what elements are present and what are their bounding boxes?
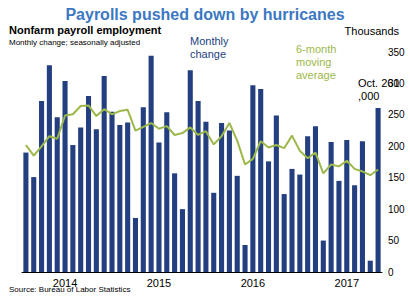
svg-text:250: 250 (388, 109, 405, 120)
svg-text:,000: ,000 (358, 90, 379, 102)
svg-text:50: 50 (388, 235, 400, 246)
svg-text:change: change (190, 48, 226, 60)
svg-text:2014: 2014 (52, 276, 78, 289)
svg-text:average: average (296, 69, 336, 81)
svg-text:moving: moving (296, 56, 335, 68)
svg-text:2017: 2017 (335, 277, 359, 289)
svg-text:6-month: 6-month (296, 43, 339, 55)
svg-text:Source: Bureau of Labor Statis: Source: Bureau of Labor Statistics (9, 285, 130, 294)
svg-text:200: 200 (388, 141, 405, 152)
svg-text:Payrolls pushed down by hurric: Payrolls pushed down by hurricanes (65, 6, 344, 23)
svg-text:Monthly change; seasonally adj: Monthly change; seasonally adjusted (9, 38, 140, 47)
svg-text:350: 350 (388, 47, 405, 58)
svg-text:Monthly: Monthly (190, 35, 232, 47)
svg-text:0: 0 (388, 267, 394, 278)
svg-text:Nonfarm payroll employment: Nonfarm payroll employment (9, 24, 162, 36)
svg-text:2015: 2015 (147, 277, 171, 289)
svg-text:100: 100 (388, 204, 405, 215)
svg-text:Thousands: Thousands (345, 25, 400, 37)
svg-text:150: 150 (388, 172, 405, 183)
svg-text:2016: 2016 (241, 277, 265, 289)
svg-text:Oct. 261: Oct. 261 (358, 77, 400, 89)
